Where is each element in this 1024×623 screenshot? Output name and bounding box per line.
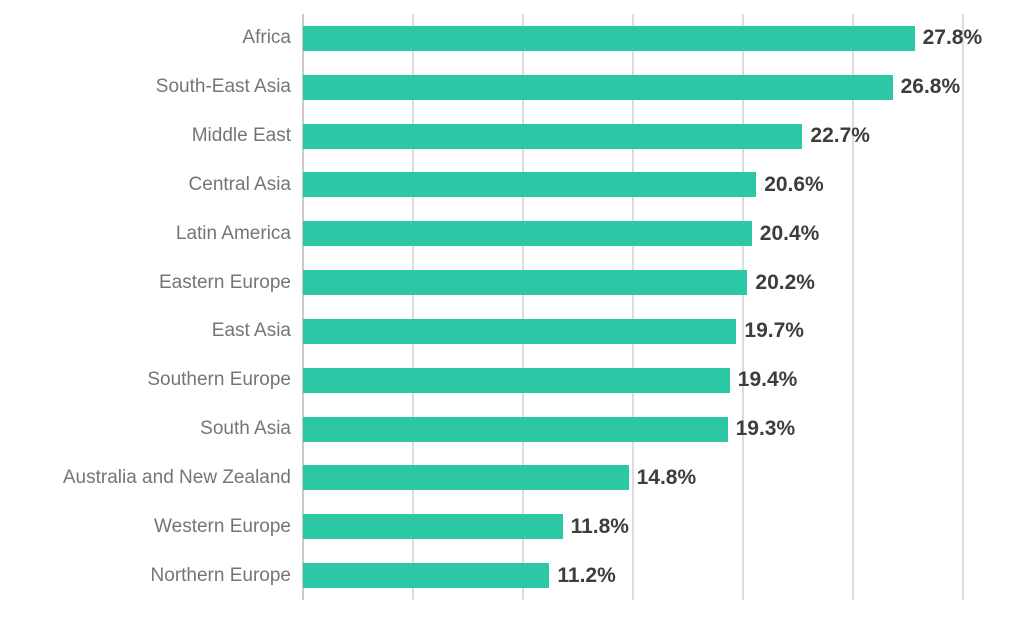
bar [303,318,737,344]
chart-row: Southern Europe 19.4% [0,356,1024,405]
category-label: Africa [242,27,291,49]
bar [303,563,550,589]
bar-track: 26.8% [303,63,1024,112]
bar [303,172,757,198]
category-label: South-East Asia [155,76,291,98]
chart-row: Central Asia 20.6% [0,160,1024,209]
bar-track: 19.3% [303,405,1024,454]
bar-track: 14.8% [303,453,1024,502]
value-label: 11.2% [557,563,616,587]
category-label: Eastern Europe [158,271,291,293]
chart-rows: Africa 27.8% South-East Asia 26.8% Middl… [0,14,1024,600]
chart-row: Latin America 20.4% [0,209,1024,258]
value-label: 11.8% [570,514,629,538]
bar-track: 11.2% [303,551,1024,600]
category-label: East Asia [211,320,291,342]
value-label: 20.6% [764,172,824,196]
chart-row: Western Europe 11.8% [0,502,1024,551]
category-label: Middle East [191,125,291,147]
bar-track: 20.6% [303,160,1024,209]
value-label: 27.8% [922,26,983,50]
gridline [412,14,414,600]
chart-row: Middle East 22.7% [0,112,1024,161]
value-label: 14.8% [636,465,697,489]
bar [303,270,748,296]
value-label: 19.4% [737,368,798,392]
gridline [632,14,634,600]
gridline [522,14,524,600]
bar-track: 27.8% [303,14,1024,63]
bar [303,123,803,149]
bar-track: 20.2% [303,258,1024,307]
value-label: 19.3% [735,417,796,441]
y-axis-line [302,14,304,600]
category-label: Latin America [175,222,291,244]
bar-track: 19.4% [303,356,1024,405]
chart-row: Africa 27.8% [0,14,1024,63]
gridline [962,14,964,600]
value-label: 20.4% [759,221,820,245]
bar-track: 20.4% [303,209,1024,258]
category-label: Southern Europe [147,369,291,391]
chart-row: East Asia 19.7% [0,307,1024,356]
bar [303,25,915,51]
category-label: Central Asia [188,173,291,195]
bar-track: 19.7% [303,307,1024,356]
bar [303,221,752,247]
value-label: 26.8% [900,75,961,99]
value-label: 20.2% [755,270,815,294]
category-label: Australia and New Zealand [62,466,291,488]
category-label: Western Europe [154,515,291,537]
grid-layer [302,14,964,600]
bar-track: 22.7% [303,112,1024,161]
chart-row: Australia and New Zealand 14.8% [0,453,1024,502]
category-label: Northern Europe [150,564,291,586]
bar [303,367,730,393]
value-label: 19.7% [744,319,804,343]
gridline [742,14,744,600]
bar [303,514,563,540]
bar [303,465,629,491]
chart-row: Eastern Europe 20.2% [0,258,1024,307]
bar [303,74,893,100]
category-label: South Asia [200,418,291,440]
chart-row: South Asia 19.3% [0,405,1024,454]
bar-track: 11.8% [303,502,1024,551]
value-label: 22.7% [810,124,870,148]
chart-row: Northern Europe 11.2% [0,551,1024,600]
gridline [852,14,854,600]
chart-row: South-East Asia 26.8% [0,63,1024,112]
bar [303,416,728,442]
